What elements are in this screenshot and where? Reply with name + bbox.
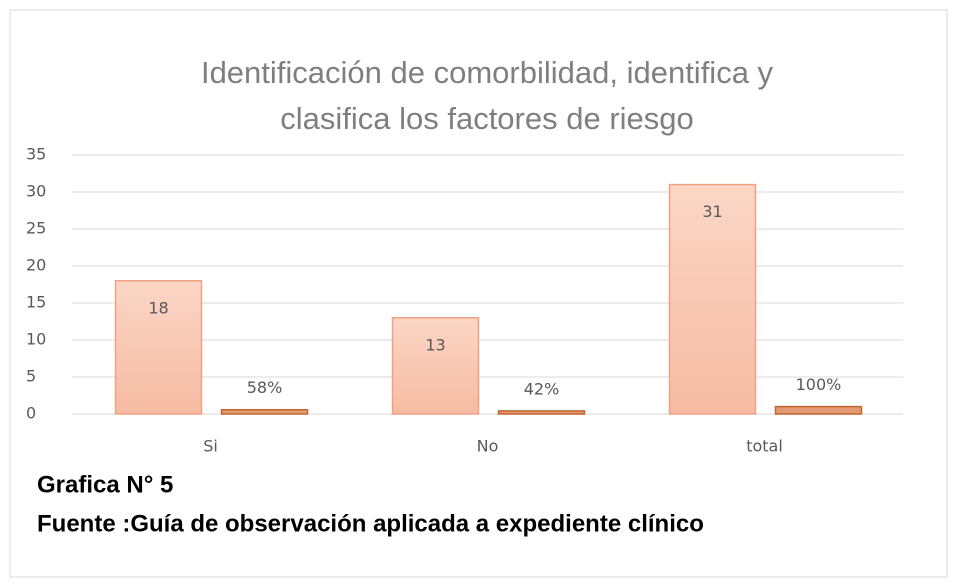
caption: Fuente :Guía de observación aplicada a e… <box>37 510 704 537</box>
bar <box>114 280 203 415</box>
data-label: 18 <box>148 298 168 317</box>
y-tick-label: 20 <box>26 256 46 275</box>
y-tick-label: 25 <box>26 219 46 238</box>
chart-title: Identificación de comorbilidad, identifi… <box>201 55 774 90</box>
y-tick-label: 30 <box>26 182 46 201</box>
data-label: 13 <box>425 335 445 354</box>
chart-title: clasifica los factores de riesgo <box>280 101 694 136</box>
data-label: 42% <box>524 379 560 398</box>
bar <box>220 408 309 415</box>
y-tick-label: 35 <box>26 145 46 164</box>
caption: Grafica N° 5 <box>37 471 173 498</box>
y-tick-label: 5 <box>26 367 36 386</box>
data-label: 100% <box>796 375 842 394</box>
y-tick-label: 0 <box>26 404 36 423</box>
y-tick-label: 10 <box>26 330 46 349</box>
x-tick-label: Si <box>203 437 218 456</box>
data-label: 58% <box>247 378 283 397</box>
bar <box>497 410 586 415</box>
bar <box>774 405 863 415</box>
y-tick-label: 15 <box>26 293 46 312</box>
bar <box>391 317 480 415</box>
x-tick-label: No <box>477 437 499 456</box>
data-label: 31 <box>702 202 722 221</box>
x-tick-label: total <box>746 437 783 456</box>
bar <box>668 183 757 415</box>
